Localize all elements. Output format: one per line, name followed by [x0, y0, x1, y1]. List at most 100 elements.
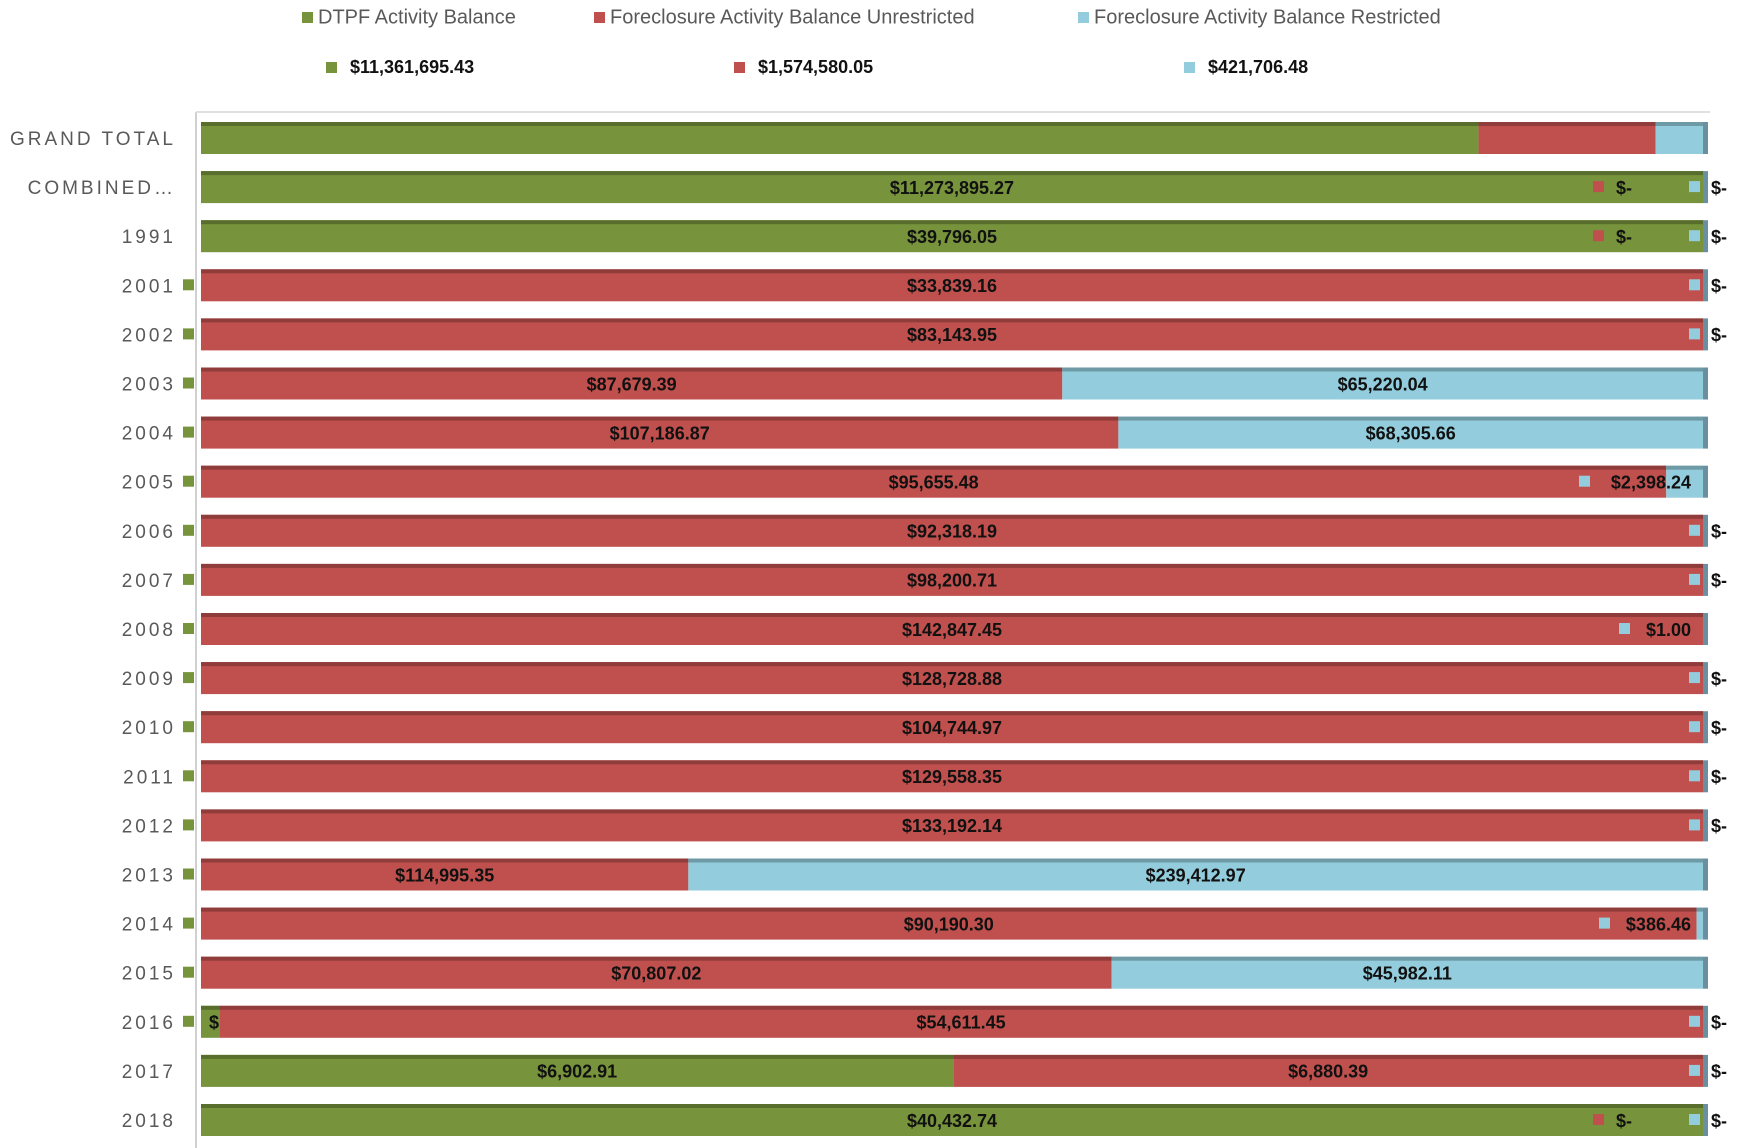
- data-label: $95,655.48: [889, 472, 979, 492]
- category-label: GRAND TOTAL: [10, 129, 176, 150]
- data-label: $-: [1616, 1111, 1632, 1131]
- legend-swatch: [594, 12, 605, 23]
- bar-segment: [201, 1005, 220, 1038]
- data-label-marker: [1689, 1015, 1700, 1027]
- bar-top-face: [201, 858, 689, 863]
- data-label: $142,847.45: [902, 620, 1002, 640]
- bar-top-face: [219, 1005, 1703, 1010]
- category-label: 2014: [122, 915, 176, 936]
- category-label: 2015: [122, 964, 176, 985]
- legend-label: Foreclosure Activity Balance Unrestricte…: [610, 6, 975, 28]
- bar-segment: [201, 171, 1703, 204]
- data-label: $107,186.87: [610, 423, 710, 443]
- data-label: $2,398.24: [1611, 472, 1691, 492]
- data-label-marker: [1689, 721, 1700, 733]
- data-label-marker: [1689, 230, 1700, 242]
- bar-segment: [953, 1054, 1703, 1087]
- bar-segment: [201, 760, 1703, 793]
- data-label-marker: [1593, 1114, 1604, 1125]
- bar-side-face: [1703, 662, 1708, 695]
- bar-top-face: [1478, 122, 1656, 126]
- data-label: $6,902.91: [537, 1062, 617, 1082]
- bar-side-face: [1703, 416, 1708, 449]
- bar-segment: [1696, 907, 1703, 940]
- bar-top-face: [953, 1054, 1703, 1059]
- bar-side-face: [1703, 318, 1708, 351]
- data-label: $-: [1711, 227, 1727, 247]
- data-label: $40,432.74: [907, 1111, 997, 1131]
- bar-segment: [201, 809, 1703, 842]
- legend-total: $11,361,695.43: [350, 57, 474, 77]
- bar-top-face: [201, 318, 1703, 323]
- category-label: 2018: [122, 1111, 176, 1132]
- category-label: 2004: [122, 424, 176, 445]
- data-label-marker: [183, 623, 194, 634]
- data-label-marker: [1599, 917, 1610, 929]
- data-label: $-: [1711, 767, 1727, 787]
- category-label: 2002: [122, 325, 176, 346]
- category-label: 2003: [122, 375, 176, 396]
- bar-top-face: [201, 956, 1112, 961]
- bar-top-face: [1666, 465, 1703, 470]
- category-label: 2005: [122, 473, 176, 494]
- bar-side-face: [1703, 122, 1708, 154]
- bar-top-face: [201, 416, 1119, 421]
- bar-top-face: [201, 711, 1703, 716]
- legend-swatch: [1078, 12, 1089, 23]
- data-label: $1.00: [1646, 620, 1691, 640]
- data-label-marker: [183, 475, 194, 487]
- data-label-marker: [183, 917, 194, 929]
- legend-swatch: [302, 12, 313, 23]
- bar-segment: [201, 416, 1119, 449]
- category-label: 2001: [122, 276, 176, 297]
- data-label: $65,220.04: [1338, 374, 1428, 394]
- data-label: $98,200.71: [907, 571, 997, 591]
- data-label: $386.46: [1626, 914, 1691, 934]
- bar-top-face: [201, 514, 1703, 519]
- bar-side-face: [1703, 1054, 1708, 1087]
- data-label-marker: [183, 328, 194, 340]
- category-label: 2007: [122, 571, 176, 592]
- data-label: $87,679.39: [587, 374, 677, 394]
- bar-segment: [201, 858, 689, 891]
- bar-segment: [201, 563, 1703, 596]
- bar-side-face: [1703, 907, 1708, 940]
- data-label: $6,880.39: [1288, 1062, 1368, 1082]
- data-label: $129,558.35: [902, 767, 1002, 787]
- data-label-marker: [183, 819, 194, 831]
- data-label-marker: [1689, 672, 1700, 684]
- bar-segment: [201, 662, 1703, 695]
- data-label: $45,982.11: [1363, 963, 1452, 983]
- bar-top-face: [201, 171, 1703, 176]
- data-label-marker: [183, 279, 194, 291]
- category-label: 2009: [122, 669, 176, 690]
- bar-segment: [688, 858, 1703, 891]
- bar-top-face: [201, 1005, 220, 1010]
- data-label-marker: [183, 770, 194, 782]
- data-label-marker: [1689, 573, 1700, 585]
- data-label: $-: [1616, 178, 1632, 198]
- data-label: $133,192.14: [902, 816, 1002, 836]
- bar-top-face: [201, 907, 1697, 912]
- data-label: $-: [1711, 522, 1727, 542]
- data-label-marker: [1689, 1114, 1700, 1125]
- bar-side-face: [1703, 269, 1708, 302]
- bar-top-face: [1111, 956, 1703, 961]
- bar-top-face: [201, 122, 1479, 126]
- category-label: 2013: [122, 866, 176, 887]
- data-label-marker: [1619, 623, 1630, 634]
- data-label: $54,611.45: [917, 1013, 1006, 1033]
- data-label: $-: [1711, 178, 1727, 198]
- data-label: $-: [1711, 816, 1727, 836]
- bar-side-face: [1703, 760, 1708, 793]
- bar-segment: [219, 1005, 1703, 1038]
- bar-top-face: [201, 220, 1703, 225]
- bar-side-face: [1703, 711, 1708, 744]
- bar-side-face: [1703, 563, 1708, 596]
- category-label: 2006: [122, 522, 176, 543]
- bar-top-face: [688, 858, 1703, 863]
- bar-side-face: [1703, 171, 1708, 204]
- legend-label: DTPF Activity Balance: [318, 6, 516, 28]
- legend-total: $1,574,580.05: [758, 57, 873, 77]
